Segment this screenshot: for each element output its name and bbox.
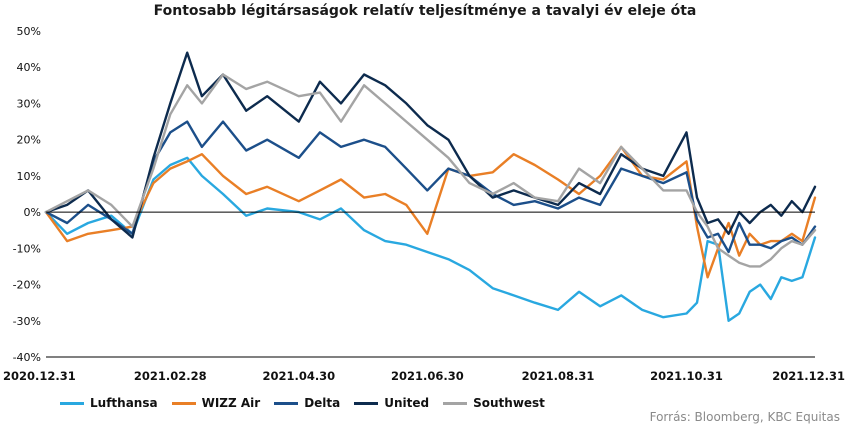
legend-label: Southwest xyxy=(473,396,545,410)
legend-item: WIZZ Air xyxy=(171,396,261,410)
series-line-wizz-air xyxy=(44,145,817,279)
chart-title: Fontosabb légitársaságok relatív teljesí… xyxy=(153,3,697,19)
y-tick-label: 30% xyxy=(17,97,41,110)
legend-item: Lufthansa xyxy=(60,396,158,410)
legend-item: United xyxy=(354,396,429,410)
x-tick-label: 2021.10.31 xyxy=(650,369,723,383)
legend-item: Southwest xyxy=(443,396,545,410)
legend-label: Delta xyxy=(304,396,341,410)
x-tick-label: 2021.06.30 xyxy=(391,369,464,383)
x-tick-label: 2020.12.31 xyxy=(3,369,76,383)
source-note: Forrás: Bloomberg, KBC Equitas xyxy=(649,410,840,424)
legend-swatch xyxy=(354,401,379,405)
legend-label: Lufthansa xyxy=(90,396,158,410)
y-tick-label: -30% xyxy=(13,315,41,328)
legend: Lufthansa WIZZ Air Delta United Southwest xyxy=(60,396,545,410)
y-tick-label: -40% xyxy=(13,351,41,364)
x-tick-label: 2021.12.31 xyxy=(772,369,845,383)
y-tick-label: -10% xyxy=(13,242,41,255)
legend-swatch xyxy=(274,401,299,405)
series-line-lufthansa xyxy=(44,156,817,322)
legend-swatch xyxy=(171,401,196,405)
x-tick-label: 2021.08.31 xyxy=(522,369,595,383)
y-tick-label: 0% xyxy=(24,206,41,219)
legend-label: United xyxy=(384,396,430,410)
x-tick-label: 2021.04.30 xyxy=(262,369,335,383)
y-tick-label: 40% xyxy=(17,61,41,74)
y-tick-label: 20% xyxy=(17,134,41,147)
y-tick-label: -20% xyxy=(13,279,41,292)
y-tick-label: 50% xyxy=(17,25,41,38)
legend-label: WIZZ Air xyxy=(201,396,261,410)
legend-swatch xyxy=(443,401,468,405)
legend-swatch xyxy=(60,401,84,405)
x-tick-label: 2021.02.28 xyxy=(134,369,207,383)
legend-item: Delta xyxy=(274,396,340,410)
series-line-southwest xyxy=(44,73,817,268)
y-tick-label: 10% xyxy=(17,170,41,183)
